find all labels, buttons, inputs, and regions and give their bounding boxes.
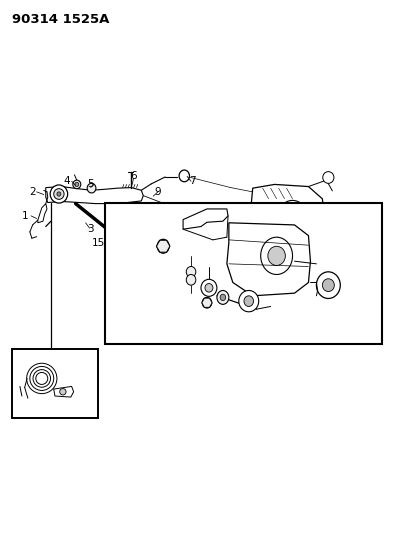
Ellipse shape bbox=[322, 279, 334, 292]
Ellipse shape bbox=[186, 266, 196, 277]
Ellipse shape bbox=[205, 284, 213, 292]
Text: 15: 15 bbox=[178, 318, 192, 327]
Ellipse shape bbox=[202, 297, 212, 308]
Ellipse shape bbox=[323, 172, 334, 183]
Text: 3: 3 bbox=[88, 224, 94, 234]
Ellipse shape bbox=[268, 246, 285, 265]
Ellipse shape bbox=[244, 296, 254, 306]
Text: 6: 6 bbox=[130, 171, 137, 181]
Text: 12: 12 bbox=[362, 256, 375, 266]
Ellipse shape bbox=[261, 237, 293, 274]
Text: 90314 1525A: 90314 1525A bbox=[12, 13, 109, 26]
Ellipse shape bbox=[60, 389, 66, 395]
Ellipse shape bbox=[277, 200, 308, 235]
Text: 16: 16 bbox=[156, 305, 170, 315]
Ellipse shape bbox=[179, 170, 189, 182]
Text: 14: 14 bbox=[192, 310, 206, 319]
Text: 4: 4 bbox=[63, 176, 70, 186]
Ellipse shape bbox=[285, 208, 300, 227]
Ellipse shape bbox=[186, 274, 196, 285]
Ellipse shape bbox=[50, 185, 68, 203]
Ellipse shape bbox=[272, 232, 279, 240]
Ellipse shape bbox=[54, 189, 64, 199]
Ellipse shape bbox=[201, 279, 217, 296]
Text: 15: 15 bbox=[92, 238, 105, 247]
Text: 10: 10 bbox=[358, 224, 371, 234]
Ellipse shape bbox=[160, 243, 166, 249]
Text: 9: 9 bbox=[154, 187, 160, 197]
Polygon shape bbox=[202, 298, 212, 308]
Text: 13: 13 bbox=[210, 332, 224, 342]
Ellipse shape bbox=[220, 294, 226, 301]
Bar bbox=[105, 203, 382, 344]
Text: 7: 7 bbox=[189, 176, 196, 186]
Ellipse shape bbox=[73, 180, 81, 189]
Ellipse shape bbox=[75, 182, 79, 187]
Bar bbox=[12, 349, 98, 418]
Text: 17: 17 bbox=[144, 291, 158, 301]
Ellipse shape bbox=[326, 232, 339, 246]
Ellipse shape bbox=[57, 192, 61, 196]
Text: 2: 2 bbox=[29, 187, 36, 197]
Text: 18: 18 bbox=[46, 391, 59, 400]
Ellipse shape bbox=[87, 183, 96, 193]
Text: 8: 8 bbox=[273, 241, 280, 251]
Ellipse shape bbox=[217, 290, 229, 304]
Ellipse shape bbox=[316, 272, 340, 298]
Text: 5: 5 bbox=[88, 179, 94, 189]
Ellipse shape bbox=[239, 290, 259, 312]
Text: 19: 19 bbox=[32, 400, 46, 410]
Text: 1: 1 bbox=[22, 211, 29, 221]
Text: 11: 11 bbox=[366, 238, 379, 247]
Ellipse shape bbox=[157, 239, 169, 253]
Ellipse shape bbox=[267, 227, 283, 245]
Polygon shape bbox=[156, 240, 170, 252]
